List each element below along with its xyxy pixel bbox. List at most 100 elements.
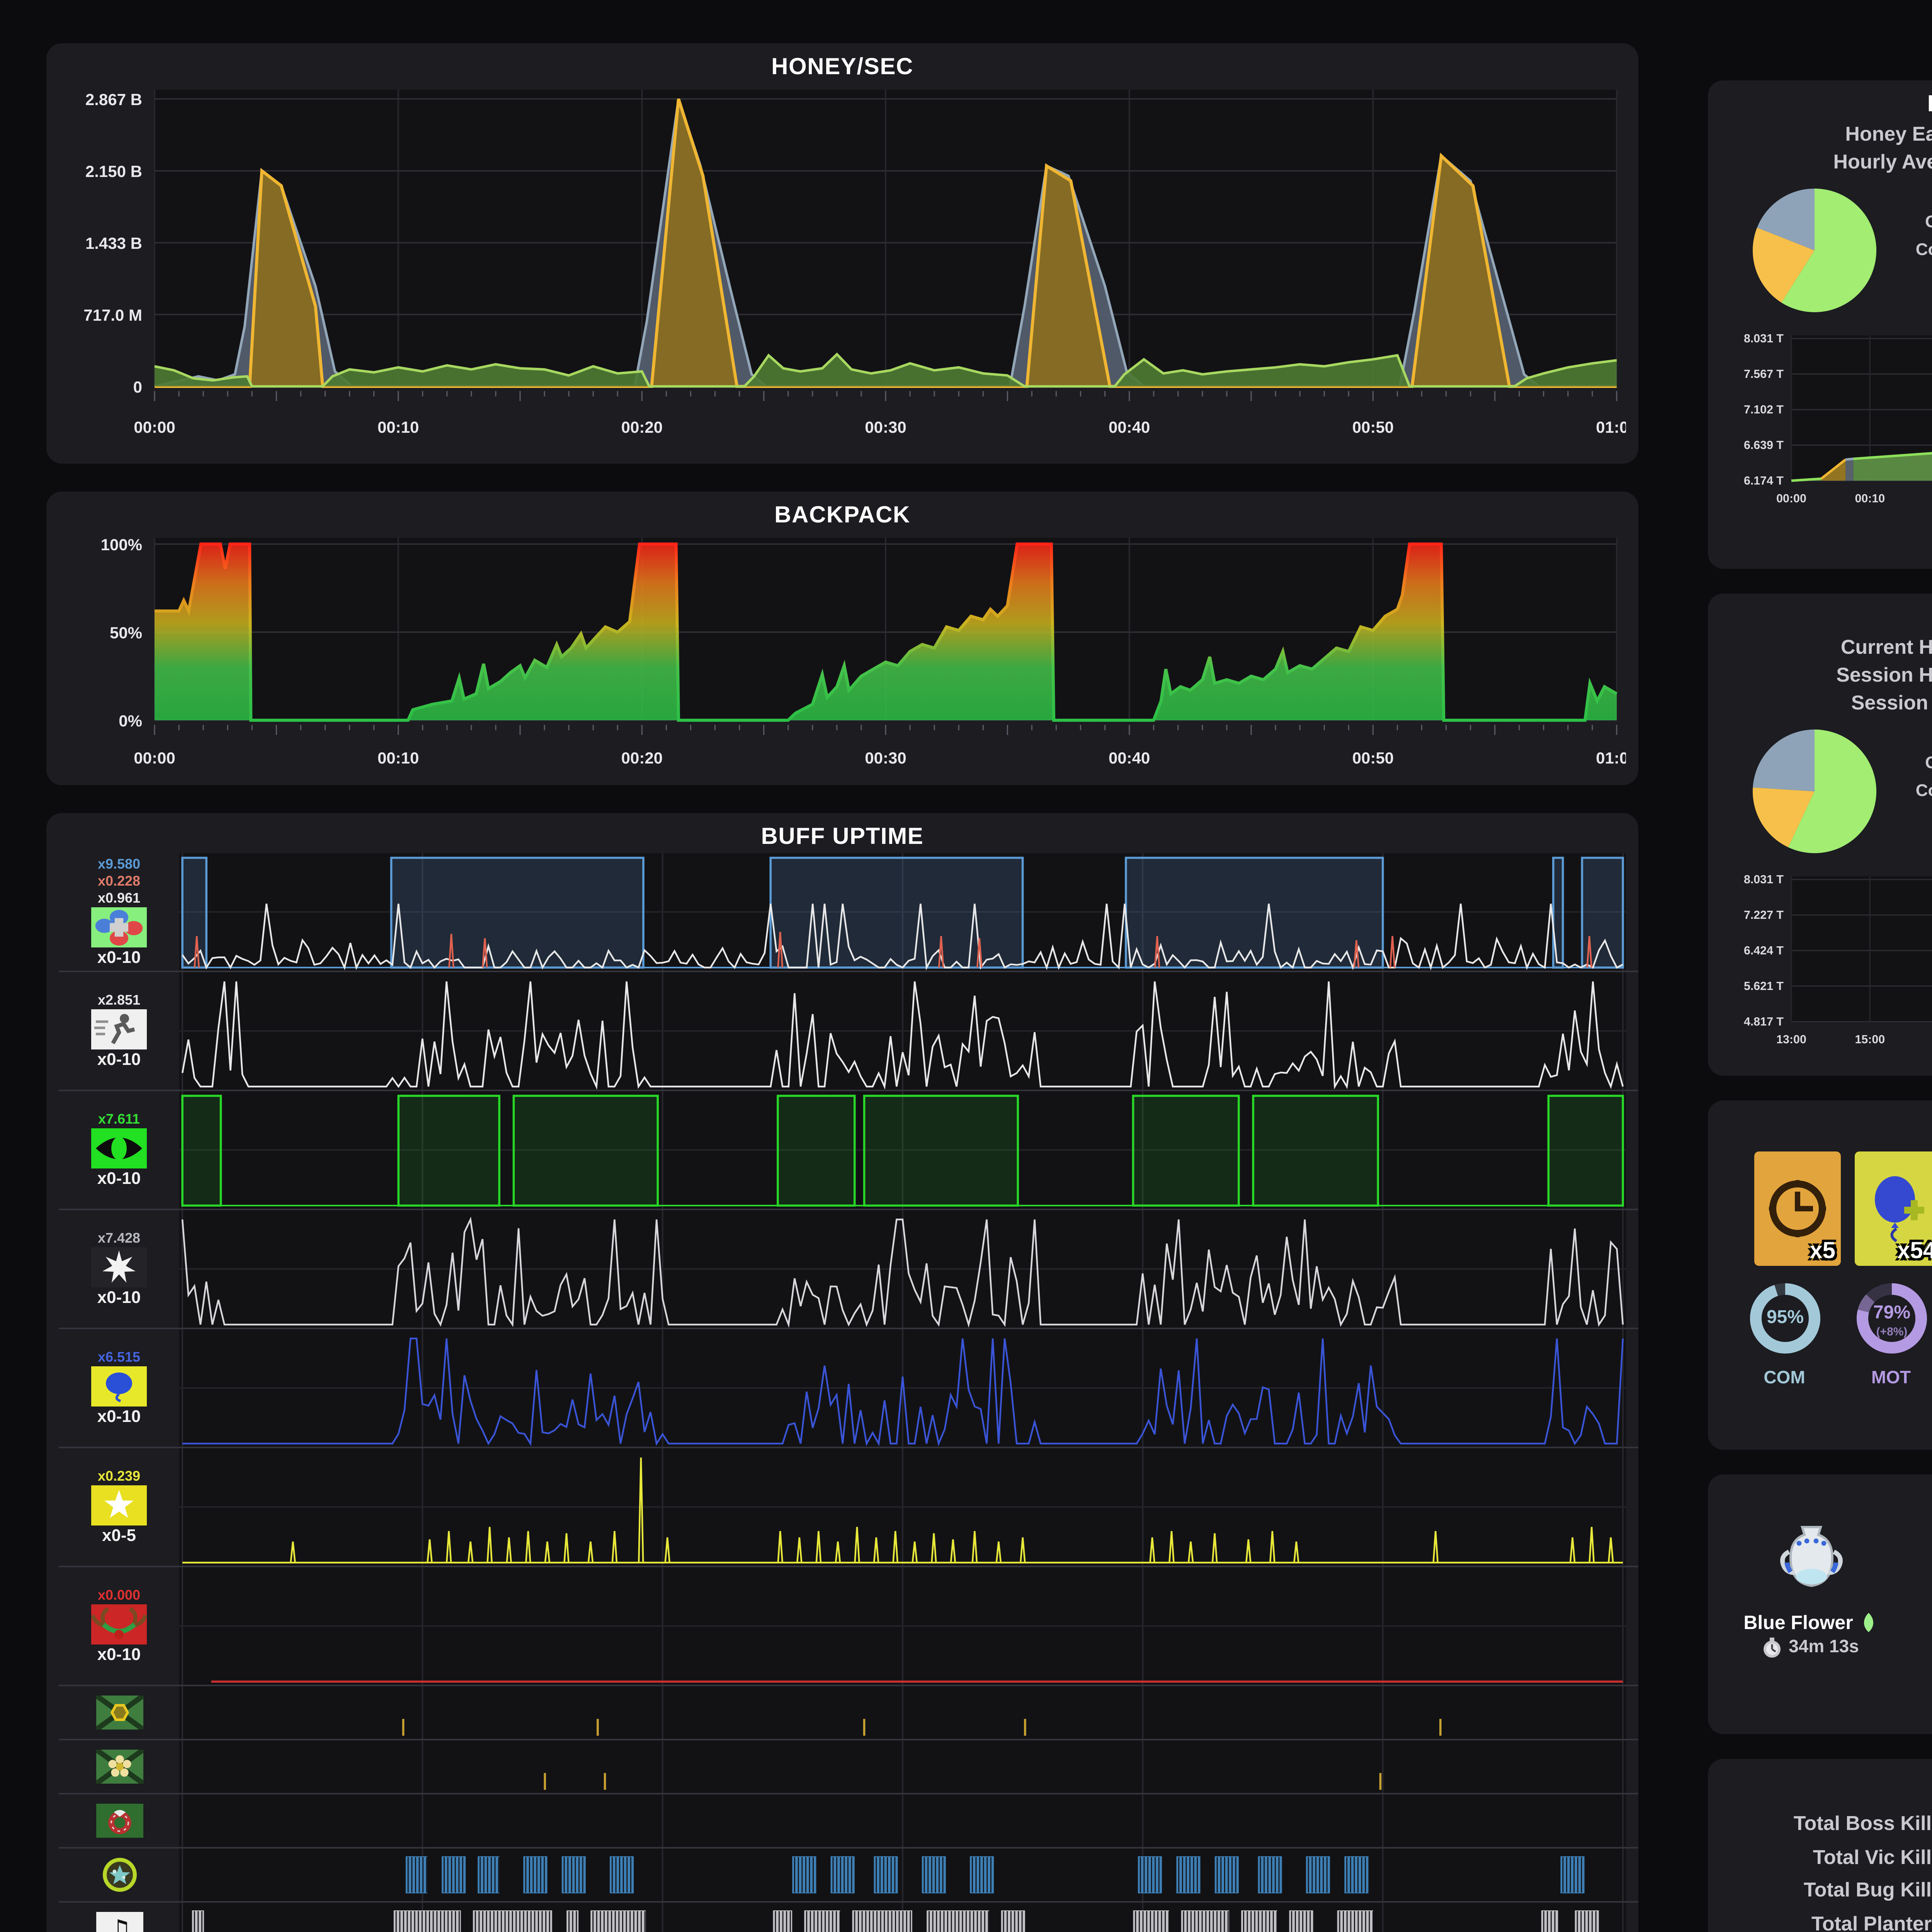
buff-row-focus: x7.611 x0-10: [59, 1091, 1638, 1210]
svg-text:00:30: 00:30: [865, 749, 906, 767]
antlers-icon: [91, 1604, 147, 1645]
stats-panel: STATS Total Boss Kills0Total Vic Kills0T…: [1708, 1759, 1932, 1932]
blue-flower-planter-icon: [1779, 1526, 1842, 1587]
last-hour-pie-block: Gather00:35:0959% Convert00:13:3022% Oth…: [1748, 184, 1932, 317]
current-honey-row: Current Honey8.031 T: [1840, 635, 1932, 658]
buff-row-festive: x0.000 x0-10: [59, 1567, 1638, 1686]
buff-row-blue-boost: x6.515 x0-10: [59, 1329, 1638, 1448]
stat-row-total-bug-kills: Total Bug Kills17▲9: [1803, 1878, 1932, 1901]
buff-uptime-rows: x9.580 x0.228 x0.961 x0-10 x2.851 x0-10 x7.611…: [59, 853, 1638, 1932]
stat-row-total-boss-kills: Total Boss Kills0: [1793, 1812, 1932, 1835]
svg-text:6.639 T: 6.639 T: [1744, 439, 1784, 452]
legend-row-convert: Convert00:13:3022%: [1915, 241, 1932, 260]
svg-text:95%: 95%: [1766, 1307, 1803, 1327]
music-icon: ♫: [95, 1912, 143, 1932]
burst-icon: [91, 1247, 147, 1287]
hourly-average-label: Hourly Average: [1833, 150, 1932, 173]
buff-row-melody: ♫: [59, 1903, 1638, 1932]
svg-text:100%: 100%: [101, 536, 142, 554]
svg-text:(+8%): (+8%): [1876, 1325, 1907, 1338]
petals-icon: [91, 907, 147, 947]
svg-text:8.031 T: 8.031 T: [1744, 332, 1784, 345]
svg-text:4.817 T: 4.817 T: [1744, 1015, 1784, 1028]
session-honey-row: Session Honey3.213 T: [1836, 663, 1932, 686]
last-hour-title: LAST HOUR: [1708, 80, 1932, 117]
svg-text:00:00: 00:00: [134, 749, 175, 767]
buff-uptime-panel: BUFF UPTIME x9.580 x0.228 x0.961 x0-10 x2.85…: [46, 813, 1638, 1932]
svg-text:01:00: 01:00: [1596, 418, 1626, 436]
honey-earned-label: Honey Earned: [1845, 122, 1932, 145]
svg-text:00:40: 00:40: [1109, 418, 1150, 436]
svg-text:♫: ♫: [107, 1914, 131, 1932]
stats-rows: Total Boss Kills0 Total Vic Kills0 Total B…: [1708, 1807, 1932, 1932]
svg-text:00:00: 00:00: [134, 418, 175, 436]
clock-icon: [1768, 1180, 1825, 1237]
buff-row-flower-flag: [59, 1740, 1638, 1794]
stats-title: STATS: [1708, 1759, 1932, 1796]
svg-text:15:00: 15:00: [1855, 1033, 1885, 1046]
backpack-chart: 100% 50% 0% 00:00 00:10 00:20 00:30 00:40 00:50 0…: [101, 536, 1626, 767]
gauge-mot: 79% (+8%) MOT: [1845, 1278, 1932, 1388]
svg-text:6.424 T: 6.424 T: [1744, 944, 1784, 957]
legend-row-other: Other00:11:2119%: [1903, 268, 1932, 288]
buff-row-bomb: x7.428 x0-10: [59, 1210, 1638, 1329]
session-panel: SESSION Current Honey8.031 T Session Hon…: [1708, 594, 1932, 1076]
session-pie-chart: [1753, 730, 1877, 853]
legend-row-gather: Gather01:08:3857%: [1903, 753, 1932, 774]
flag-hex-icon: [95, 1696, 143, 1730]
buff-gauges: 95%COM 79%(+8%)MOT 92%SAT 18%(+9%)REF 3%…: [1708, 1278, 1932, 1388]
last-hour-legend: Gather00:35:0959% Convert00:13:3022% Oth…: [1903, 213, 1932, 288]
runner-icon: [91, 1009, 147, 1049]
buffs-title: BUFFS: [1708, 1100, 1932, 1138]
svg-text:00:10: 00:10: [378, 418, 419, 436]
buff-row-star-badge: [59, 1849, 1638, 1903]
honey-sec-chart: 2.867 B 2.150 B 1.433 B 717.0 M 0 00:00 00:10 0…: [83, 90, 1626, 436]
buffs-panel: BUFFS x5 x54 x6.00 x1.20 x2 95%COM 79% (+…: [1708, 1100, 1932, 1450]
honey-earned-row: Honey Earned 1.856 T ▲: [1708, 122, 1932, 145]
backpack-panel: BACKPACK 100% 50% 0% 00:00 00:10 00:20 00:30 00…: [46, 492, 1638, 785]
leaf-icon: [1864, 1613, 1873, 1632]
svg-text:2.150 B: 2.150 B: [85, 162, 142, 180]
balloon-icon: [91, 1366, 147, 1406]
buff-row-haste: x2.851 x0-10: [59, 972, 1638, 1091]
last-hour-total-chart: 8.031 T 7.567 T 7.102 T 6.639 T 6.174 T 00:00…: [1744, 332, 1932, 505]
buff-row-star: x0.239 x0-5: [59, 1448, 1638, 1567]
legend-row-gather: Gather00:35:0959%: [1903, 213, 1932, 233]
svg-text:0%: 0%: [119, 712, 142, 730]
star-badge-icon: [102, 1858, 136, 1892]
session-legend: Gather01:08:3857% Convert00:22:4919% Oth…: [1903, 753, 1932, 829]
svg-text:13:00: 13:00: [1776, 1033, 1806, 1046]
stat-row-total-planters: Total Planters3: [1811, 1912, 1932, 1932]
planters-panel: PLANTERS Blue Flower 34m 13s Pepper 34m …: [1708, 1475, 1932, 1734]
honey-sec-title: HONEY/SEC: [771, 54, 913, 80]
session-time-row: Session Time02:01:07: [1851, 691, 1932, 714]
svg-text:2.867 B: 2.867 B: [85, 90, 142, 109]
planters-row: Blue Flower 34m 13s Pepper 34m 13s Spide…: [1708, 1521, 1932, 1658]
svg-text:00:30: 00:30: [865, 418, 906, 436]
svg-text:0: 0: [133, 378, 142, 396]
svg-text:717.0 M: 717.0 M: [83, 306, 142, 324]
last-hour-pie-chart: [1753, 189, 1877, 312]
flag-flower-icon: [95, 1750, 143, 1784]
stopwatch-icon: [1764, 1638, 1781, 1658]
session-pie-block: Gather01:08:3857% Convert00:22:4919% Oth…: [1748, 725, 1932, 858]
buff-tile-balloon-boost: x54: [1854, 1151, 1932, 1266]
session-total-chart: 8.031 T 7.227 T 6.424 T 5.621 T 4.817 T 13:00…: [1744, 873, 1932, 1046]
svg-text:7.227 T: 7.227 T: [1744, 908, 1784, 922]
svg-text:00:10: 00:10: [378, 749, 419, 767]
planter-blue-flower: Blue Flower 34m 13s: [1724, 1521, 1897, 1658]
svg-text:7.567 T: 7.567 T: [1744, 367, 1784, 381]
gauge-com: 95% COM: [1738, 1278, 1831, 1388]
svg-text:50%: 50%: [110, 624, 142, 642]
wreath-icon: [95, 1804, 143, 1838]
balloon-plus-icon: [1874, 1176, 1923, 1242]
buff-row-wreath: [59, 1794, 1638, 1849]
planter-pepper: Pepper 34m 13s: [1911, 1521, 1932, 1658]
buff-uptime-title: BUFF UPTIME: [761, 824, 924, 850]
svg-text:00:50: 00:50: [1352, 749, 1394, 767]
last-hour-panel: LAST HOUR Honey Earned 1.856 T ▲ Hourly …: [1708, 80, 1932, 569]
svg-text:00:20: 00:20: [621, 749, 663, 767]
svg-text:79%: 79%: [1872, 1302, 1910, 1323]
